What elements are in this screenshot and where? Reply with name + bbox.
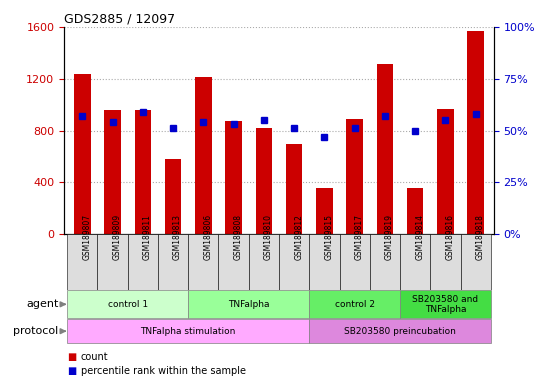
Bar (468, 31, 484, 234)
Text: GSM189806: GSM189806 (203, 214, 213, 260)
Bar (286, 144, 302, 234)
Bar (339, 234, 370, 290)
Bar (219, 234, 249, 290)
Text: GSM189818: GSM189818 (475, 214, 485, 260)
Bar (377, 65, 393, 234)
Text: count: count (81, 352, 109, 362)
Text: GSM189817: GSM189817 (355, 214, 364, 260)
Text: TNFalpha stimulation: TNFalpha stimulation (141, 327, 236, 336)
Bar (249, 234, 279, 290)
Bar (309, 234, 339, 290)
Text: GSM189813: GSM189813 (173, 214, 182, 260)
Text: ■: ■ (67, 366, 76, 376)
Bar (195, 78, 211, 234)
Bar (370, 234, 400, 290)
Bar (134, 110, 151, 234)
Text: ■: ■ (67, 352, 76, 362)
Bar (309, 290, 400, 318)
Text: GSM189814: GSM189814 (415, 214, 424, 260)
Text: GSM189810: GSM189810 (264, 214, 273, 260)
Text: control 2: control 2 (335, 300, 374, 309)
Text: agent: agent (26, 299, 59, 310)
Text: percentile rank within the sample: percentile rank within the sample (81, 366, 246, 376)
Bar (437, 109, 454, 234)
Text: GSM189819: GSM189819 (385, 214, 394, 260)
Text: GSM189812: GSM189812 (294, 214, 303, 260)
Bar (128, 234, 158, 290)
Bar (225, 121, 242, 234)
Text: control 1: control 1 (108, 300, 148, 309)
Bar (309, 319, 491, 343)
Bar (67, 234, 98, 290)
Text: GSM189811: GSM189811 (143, 214, 152, 260)
Bar (188, 234, 219, 290)
Bar (165, 159, 181, 234)
Text: GSM189816: GSM189816 (445, 214, 454, 260)
Text: GDS2885 / 12097: GDS2885 / 12097 (64, 13, 175, 26)
Text: GSM189809: GSM189809 (113, 214, 122, 260)
Bar (67, 319, 309, 343)
Text: GSM189815: GSM189815 (324, 214, 333, 260)
Text: SB203580 preincubation: SB203580 preincubation (344, 327, 456, 336)
Text: protocol: protocol (13, 326, 59, 336)
Bar (400, 290, 491, 318)
Text: GSM189808: GSM189808 (234, 214, 243, 260)
Bar (460, 234, 491, 290)
Bar (407, 188, 424, 234)
Text: SB203580 and
TNFalpha: SB203580 and TNFalpha (412, 295, 478, 314)
Text: TNFalpha: TNFalpha (228, 300, 270, 309)
Bar (347, 119, 363, 234)
Bar (158, 234, 188, 290)
Bar (98, 234, 128, 290)
Bar (256, 128, 272, 234)
Bar (430, 234, 460, 290)
Bar (104, 110, 121, 234)
Bar (279, 234, 309, 290)
Bar (67, 290, 188, 318)
Bar (74, 73, 90, 234)
Text: GSM189807: GSM189807 (83, 214, 92, 260)
Bar (188, 290, 309, 318)
Bar (400, 234, 430, 290)
Bar (316, 188, 333, 234)
